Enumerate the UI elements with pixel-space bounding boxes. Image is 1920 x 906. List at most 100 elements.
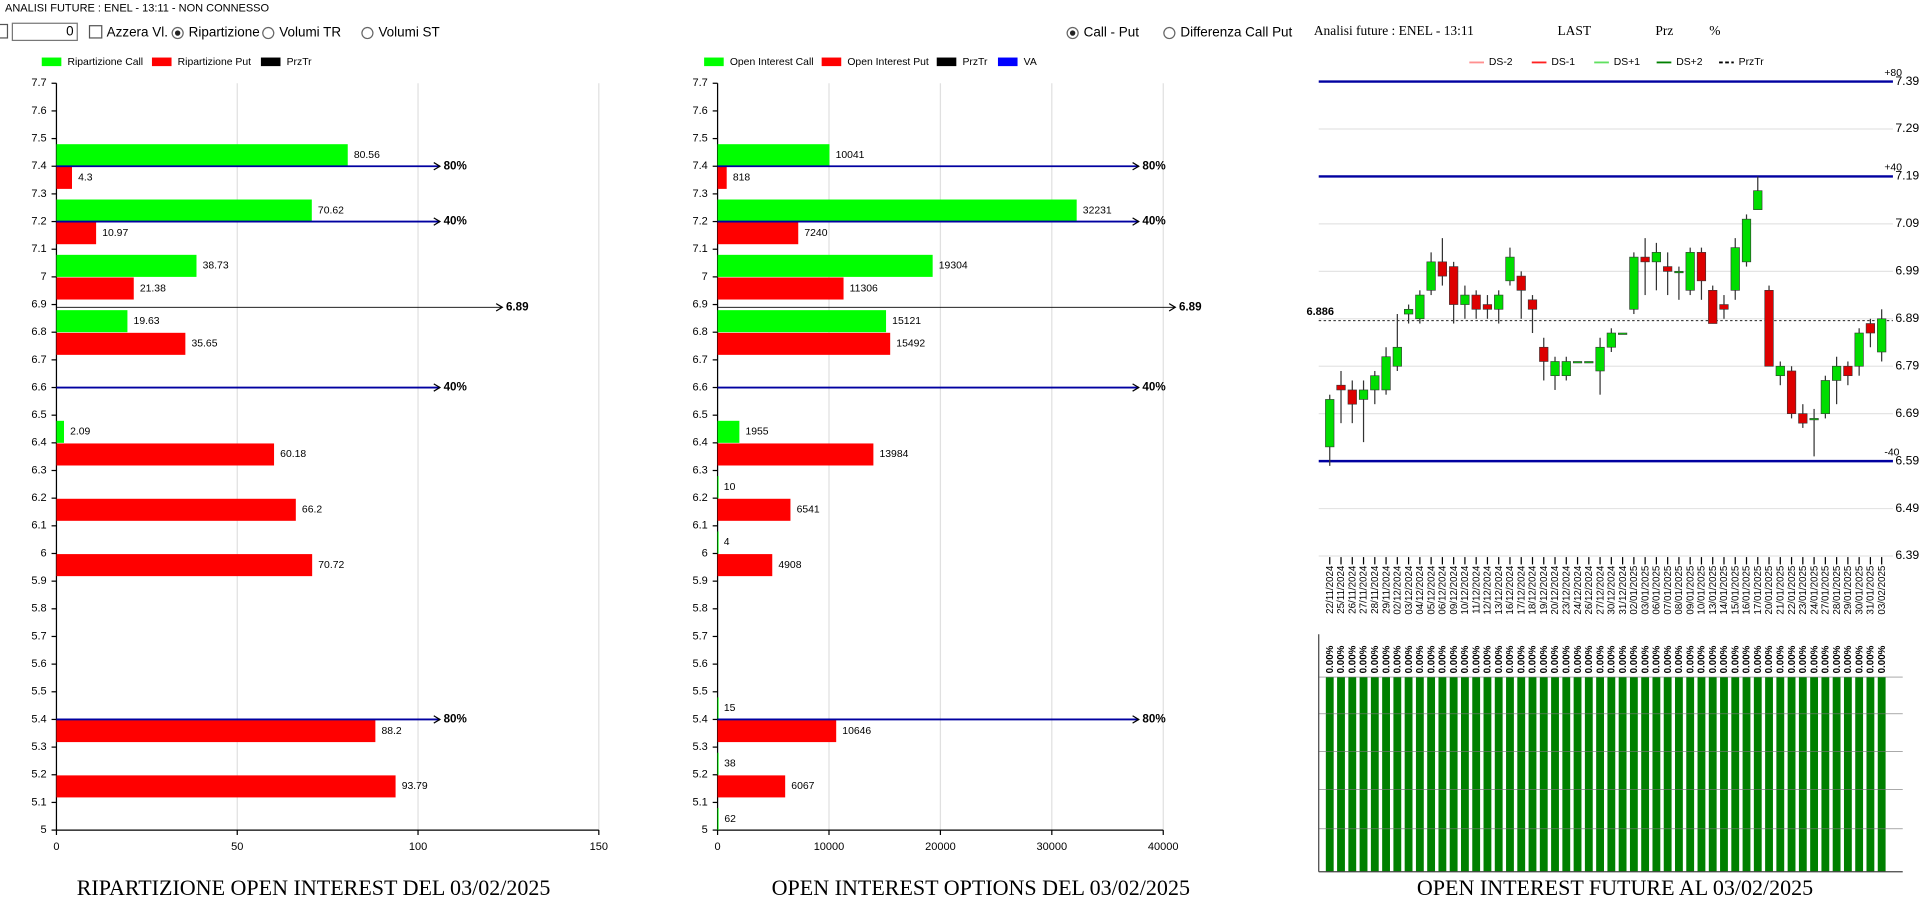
- oi-column: [1877, 677, 1886, 872]
- oi-column: [1697, 677, 1706, 872]
- value-label: 38: [724, 759, 736, 770]
- x-tick-label: 30/12/2024: [1607, 565, 1618, 615]
- y-tick-label: 7.39: [1895, 74, 1919, 88]
- candle-body: [1820, 380, 1830, 414]
- bar: [56, 420, 65, 443]
- x-tick-label: 25/11/2024: [1336, 565, 1347, 614]
- oi-column: [1686, 677, 1695, 872]
- y-tick-label: 6.9: [692, 298, 707, 310]
- arrow-head: [433, 715, 442, 724]
- value-label: 10041: [836, 150, 865, 161]
- radio-label: Call - Put: [1084, 25, 1140, 40]
- value-label: 93.79: [402, 781, 428, 792]
- reference-label: 80%: [444, 713, 468, 726]
- bar: [56, 332, 186, 355]
- pct-label: 0.00%: [1652, 645, 1663, 673]
- y-tick-label: 6.49: [1895, 501, 1919, 515]
- pct-label: 0.00%: [1866, 645, 1877, 673]
- x-tick-label: 15/01/2025: [1730, 565, 1741, 615]
- arrow-head: [1168, 303, 1177, 312]
- pct-label: 0.00%: [1832, 645, 1843, 673]
- x-tick-label: 27/12/2024: [1595, 565, 1606, 615]
- radio-dot: [174, 30, 181, 36]
- legend-label: Open Interest Call: [730, 57, 814, 68]
- pct-label: 0.00%: [1877, 645, 1888, 673]
- oi-column: [1708, 677, 1717, 872]
- pct-label: 0.00%: [1809, 645, 1820, 673]
- bar: [717, 498, 791, 521]
- radio[interactable]: [1163, 26, 1176, 40]
- value-label: 66.2: [302, 505, 322, 516]
- pct-label: 0.00%: [1629, 645, 1640, 673]
- pct-label: 0.00%: [1618, 645, 1629, 673]
- candle-body: [1516, 275, 1526, 291]
- y-tick-label: 5.4: [692, 713, 707, 725]
- legend-swatch: [704, 57, 724, 67]
- candle-body: [1618, 332, 1628, 335]
- candle-body: [1651, 252, 1661, 263]
- reference-label: 80%: [1142, 159, 1166, 172]
- y-tick-label: 5.6: [692, 658, 707, 670]
- y-tick-label: 6.79: [1895, 358, 1919, 372]
- value-label: 70.62: [318, 205, 344, 216]
- bar: [717, 720, 837, 743]
- candle-body: [1449, 266, 1459, 305]
- pct-label: 0.00%: [1561, 645, 1572, 673]
- pct-label: 0.00%: [1640, 645, 1651, 673]
- value-label: 15121: [892, 316, 921, 327]
- pct-label: 0.00%: [1584, 645, 1595, 673]
- x-tick-label: 10/12/2024: [1460, 565, 1471, 615]
- x-tick-label: 50: [231, 841, 243, 853]
- candle-body: [1798, 413, 1808, 424]
- checkbox[interactable]: [0, 23, 9, 39]
- value-label: 19304: [939, 261, 968, 272]
- input-box[interactable]: [11, 22, 78, 42]
- price-label: 6.89: [506, 300, 529, 313]
- candle-body: [1595, 346, 1605, 372]
- candle-body: [1437, 261, 1447, 277]
- value-label: 2.09: [70, 427, 90, 438]
- x-tick-label: 16/12/2024: [1505, 565, 1516, 615]
- y-tick-label: 7.1: [692, 243, 707, 255]
- bar: [56, 166, 72, 189]
- x-tick-label: 24/01/2025: [1809, 565, 1820, 615]
- oi-column: [1393, 677, 1402, 872]
- y-tick-label: 5.9: [692, 575, 707, 587]
- oi-column: [1843, 677, 1852, 872]
- value-label: 15: [724, 703, 736, 714]
- value-label: 35.65: [191, 339, 217, 350]
- bar: [56, 554, 313, 577]
- candle-body: [1561, 361, 1571, 377]
- x-tick-label: 28/11/2024: [1370, 565, 1381, 614]
- candle-body: [1527, 299, 1538, 310]
- radio[interactable]: [361, 26, 374, 40]
- bar: [56, 254, 197, 277]
- input-value: 0: [66, 23, 73, 38]
- candle-body: [1741, 218, 1752, 263]
- chart-title: OPEN INTEREST FUTURE AL 03/02/2025: [1417, 875, 1813, 900]
- legend-label: Ripartizione Put: [178, 57, 251, 68]
- oi-column: [1618, 677, 1627, 872]
- oi-column: [1562, 677, 1571, 872]
- value-label: 70.72: [318, 560, 344, 571]
- chart-title: RIPARTIZIONE OPEN INTEREST DEL 03/02/202…: [77, 875, 551, 900]
- y-tick-label: 7.2: [31, 215, 46, 227]
- oi-column: [1776, 677, 1785, 872]
- y-tick-label: 6.59: [1895, 453, 1919, 467]
- value-label: 11306: [850, 283, 878, 294]
- value-label: 38.73: [203, 261, 229, 272]
- y-tick-label: 6.2: [31, 492, 46, 504]
- pct-label: 0.00%: [1753, 645, 1764, 673]
- x-tick-label: 23/12/2024: [1561, 565, 1572, 615]
- x-tick-label: 28/01/2025: [1832, 565, 1843, 615]
- checkbox[interactable]: [88, 25, 103, 39]
- arrow-head: [1132, 217, 1140, 226]
- radio[interactable]: [262, 26, 275, 40]
- pct-label: 0.00%: [1505, 645, 1516, 673]
- pct-label: 0.00%: [1607, 645, 1618, 673]
- bar: [56, 443, 275, 466]
- y-tick-label: 7.7: [692, 77, 707, 89]
- bar: [717, 277, 844, 300]
- legend-label: PrzTr: [1739, 57, 1765, 68]
